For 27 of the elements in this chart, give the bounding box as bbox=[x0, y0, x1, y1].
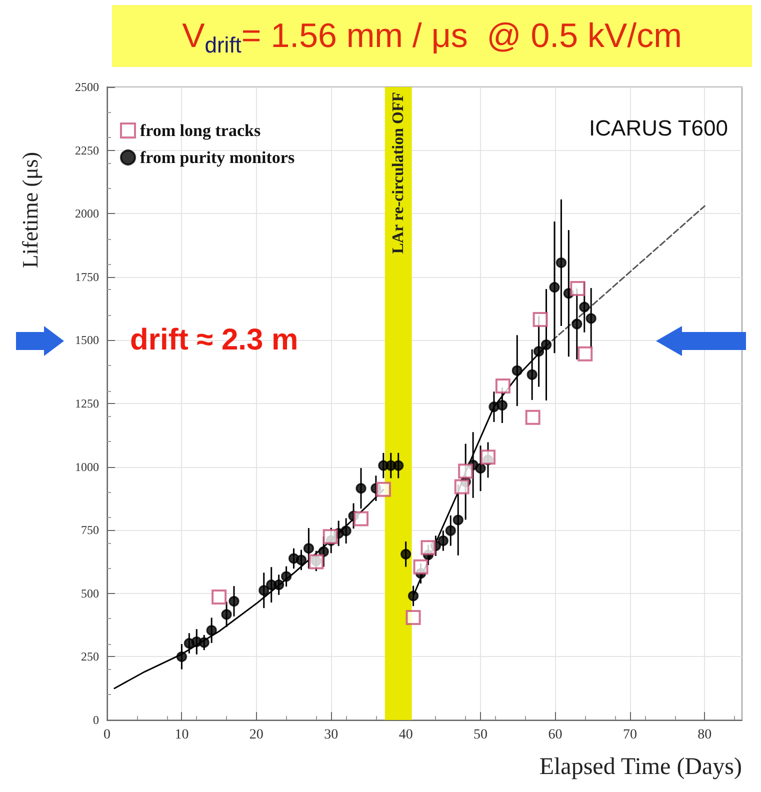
x-tick-label: 50 bbox=[474, 728, 488, 742]
x-tick-label: 70 bbox=[622, 728, 637, 742]
x-tick-label: 80 bbox=[698, 728, 712, 742]
y-tick-label: 750 bbox=[81, 523, 99, 538]
y-tick-label: 2000 bbox=[75, 206, 99, 221]
y-tick-label: 2500 bbox=[75, 80, 99, 94]
x-tick-label: 20 bbox=[249, 728, 264, 742]
annotation: ICARUS T600 bbox=[589, 116, 728, 140]
legend-label: from purity monitors bbox=[140, 148, 295, 167]
y-tick-label: 500 bbox=[81, 586, 99, 600]
y-tick-label: 250 bbox=[81, 650, 99, 664]
y-axis-title: Lifetime (μs) bbox=[18, 152, 42, 268]
y-tick-label: 1500 bbox=[75, 333, 99, 348]
x-tick-label: 60 bbox=[548, 728, 562, 742]
x-tick-label: 10 bbox=[174, 728, 189, 742]
band-label: LAr re-circulation OFF bbox=[390, 92, 407, 254]
x-tick-label: 30 bbox=[324, 728, 338, 742]
x-axis-title: Elapsed Time (Days) bbox=[539, 754, 742, 780]
legend-label: from long tracks bbox=[140, 121, 261, 140]
y-tick-label: 1750 bbox=[75, 270, 99, 284]
y-tick-label: 2250 bbox=[75, 143, 99, 158]
y-tick-label: 1250 bbox=[75, 396, 99, 410]
y-tick-label: 0 bbox=[93, 713, 99, 727]
x-tick-label: 40 bbox=[398, 728, 413, 742]
annotation: drift ≈ 2.3 m bbox=[130, 324, 298, 356]
x-tick-label: 0 bbox=[104, 728, 110, 742]
y-tick-label: 1000 bbox=[75, 460, 99, 474]
